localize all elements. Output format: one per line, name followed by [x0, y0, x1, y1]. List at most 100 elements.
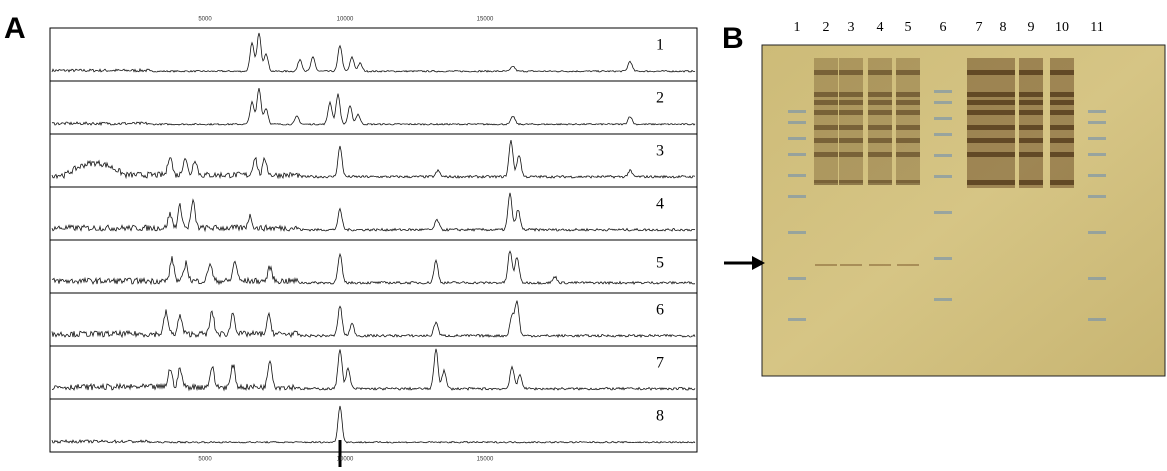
protein-band [868, 100, 892, 105]
ladder-band [1088, 110, 1106, 113]
ladder-band [934, 211, 952, 214]
protein-band [896, 100, 920, 105]
x-axis-label: 5000 [198, 17, 212, 23]
protein-band [991, 125, 1015, 130]
ladder-band [788, 195, 806, 198]
ladder-band [1088, 174, 1106, 177]
protein-band [1050, 138, 1074, 143]
spectrum-number: 1 [656, 37, 664, 54]
x-axis-label: 15000 [477, 457, 494, 463]
protein-band [896, 125, 920, 130]
ladder-band [788, 318, 806, 321]
lane-smear [967, 58, 991, 188]
protein-band [814, 125, 838, 130]
spectrum-number: 8 [656, 408, 664, 425]
protein-band [814, 100, 838, 105]
protein-band [839, 70, 863, 75]
lane-number: 10 [1055, 20, 1069, 35]
protein-band [896, 92, 920, 97]
protein-band [896, 110, 920, 115]
protein-band [991, 110, 1015, 115]
x-axis-label: 10000 [337, 17, 354, 23]
spectrum-number: 7 [656, 355, 664, 372]
protein-band [967, 152, 991, 157]
target-band [869, 264, 891, 266]
spectrum-trace [51, 32, 696, 73]
protein-band [991, 92, 1015, 97]
band-arrow-head [752, 256, 765, 270]
target-band [840, 264, 862, 266]
protein-band [1050, 125, 1074, 130]
protein-band [839, 100, 863, 105]
protein-band [1050, 152, 1074, 157]
ladder-band [934, 101, 952, 104]
ladder-band [788, 110, 806, 113]
ladder-band [788, 137, 806, 140]
ladder-band [934, 90, 952, 93]
protein-band [967, 180, 991, 185]
lane-smear [991, 58, 1015, 188]
protein-band [839, 110, 863, 115]
target-band [897, 264, 919, 266]
panel-label: B [722, 22, 744, 55]
protein-band [814, 180, 838, 185]
protein-band [839, 92, 863, 97]
protein-band [991, 138, 1015, 143]
x-axis-label: 5000 [198, 457, 212, 463]
lane-number: 3 [848, 20, 855, 35]
target-band [815, 264, 837, 266]
protein-band [814, 110, 838, 115]
protein-band [868, 92, 892, 97]
lane-smear [839, 58, 863, 183]
gel-bands [788, 58, 1106, 321]
lane-number: 5 [905, 20, 912, 35]
lane-number: 1 [794, 20, 801, 35]
protein-band [967, 92, 991, 97]
ladder-band [934, 133, 952, 136]
protein-band [1050, 92, 1074, 97]
protein-band [868, 110, 892, 115]
protein-band [1050, 180, 1074, 185]
protein-band [868, 125, 892, 130]
lane-number: 4 [877, 20, 884, 35]
ladder-band [934, 257, 952, 260]
spectrum-number: 5 [656, 255, 664, 272]
protein-band [896, 70, 920, 75]
lane-smear [814, 58, 838, 183]
protein-band [991, 70, 1015, 75]
protein-band [991, 152, 1015, 157]
ladder-band [1088, 277, 1106, 280]
protein-band [1019, 92, 1043, 97]
protein-band [839, 180, 863, 185]
ladder-band [934, 117, 952, 120]
spectrum-trace [51, 405, 696, 444]
spectrum-number: 6 [656, 302, 664, 319]
ladder-band [934, 175, 952, 178]
ladder-band [1088, 153, 1106, 156]
protein-band [1050, 110, 1074, 115]
ladder-band [788, 277, 806, 280]
protein-band [967, 125, 991, 130]
protein-band [1050, 100, 1074, 105]
spectra: 1 2 3 4 5 6 7 8 [50, 32, 697, 444]
protein-band [967, 70, 991, 75]
panel-label: A [4, 12, 26, 45]
protein-band [839, 138, 863, 143]
protein-band [1019, 110, 1043, 115]
protein-band [814, 70, 838, 75]
protein-band [896, 152, 920, 157]
spectrum-number: 2 [656, 90, 664, 107]
protein-band [896, 138, 920, 143]
lane-number: 2 [823, 20, 830, 35]
protein-band [868, 180, 892, 185]
protein-band [967, 138, 991, 143]
protein-band [967, 100, 991, 105]
lane-number: 7 [976, 20, 983, 35]
spectrum-trace [51, 348, 696, 392]
spectrum-number: 3 [656, 143, 664, 160]
protein-band [868, 138, 892, 143]
lane-smear [868, 58, 892, 183]
ladder-band [788, 231, 806, 234]
protein-band [868, 70, 892, 75]
